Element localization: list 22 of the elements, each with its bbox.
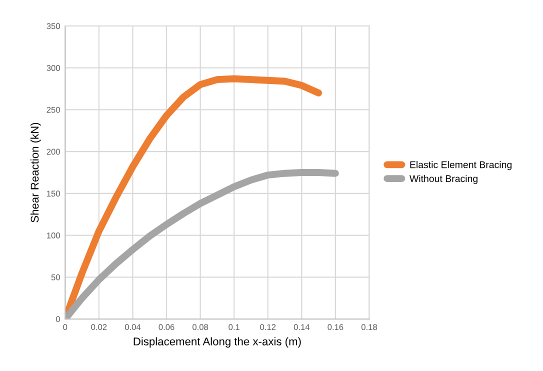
y-tick-label: 50 — [51, 274, 60, 280]
legend-label: Without Bracing — [410, 174, 478, 184]
x-tick-label: 0.06 — [158, 324, 174, 330]
x-axis-title: Displacement Along the x-axis (m) — [134, 337, 301, 348]
x-tick-label: 0 — [63, 324, 68, 330]
x-tick-label: 0.16 — [328, 324, 344, 330]
x-tick-label: 0.18 — [361, 324, 377, 330]
x-tick-label: 0.04 — [124, 324, 141, 330]
y-axis-title: Shear Reaction (kN) — [30, 122, 41, 222]
y-tick-label: 350 — [46, 23, 60, 30]
x-tick-label: 0.12 — [260, 324, 276, 330]
x-tick-label: 0.14 — [294, 324, 310, 330]
y-tick-label: 300 — [46, 65, 60, 71]
x-tick-label: 0.08 — [192, 324, 208, 330]
y-tick-label: 250 — [46, 106, 60, 113]
x-tick-label: 0.02 — [91, 324, 107, 330]
y-tick-label: 0 — [56, 316, 60, 322]
y-tick-label: 200 — [46, 148, 60, 155]
legend-label: Elastic Element Bracing — [410, 161, 512, 170]
y-tick-label: 150 — [47, 190, 60, 197]
y-tick-label: 100 — [47, 232, 60, 238]
x-tick-label: 0.1 — [228, 324, 240, 330]
